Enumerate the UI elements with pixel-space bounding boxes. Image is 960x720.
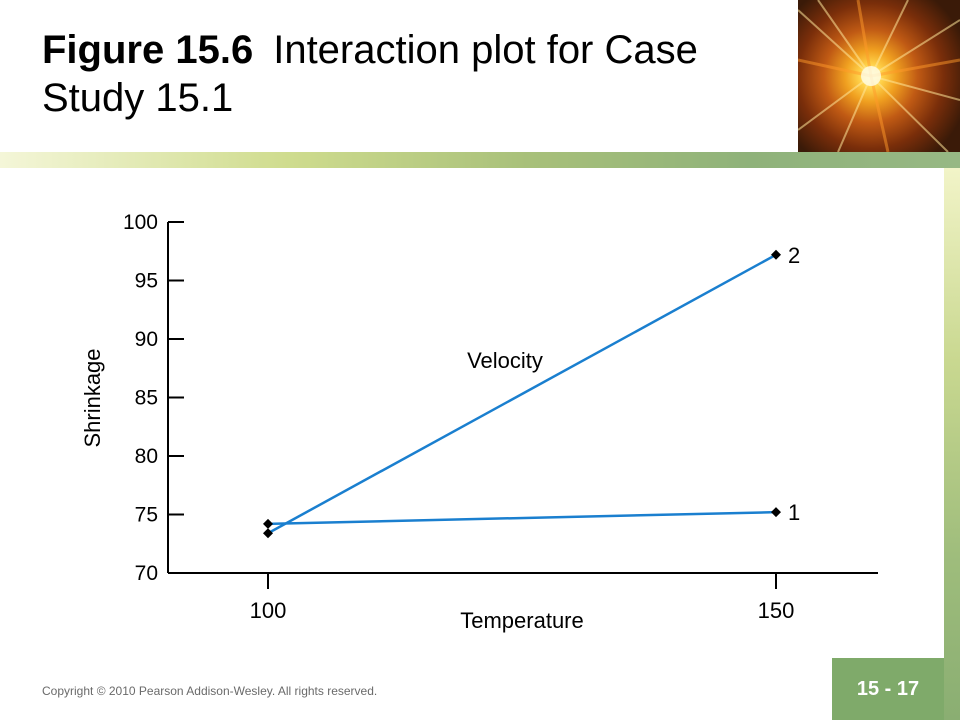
figure-number: Figure 15.6 — [42, 28, 254, 72]
y-axis: 70 75 80 85 90 95 100 — [123, 211, 184, 585]
x-tick-label: 100 — [250, 598, 287, 623]
copyright-notice: Copyright © 2010 Pearson Addison-Wesley.… — [42, 684, 378, 698]
y-tick-label: 90 — [135, 328, 158, 351]
legend-title: Velocity — [467, 348, 543, 373]
data-point-2 — [771, 249, 781, 260]
header-divider-band — [0, 152, 960, 168]
x-axis-label: Temperature — [460, 608, 584, 633]
series-line-2 — [267, 253, 777, 535]
y-tick-label: 85 — [135, 387, 158, 410]
data-point-1 — [263, 518, 273, 529]
series-label-1: 1 — [788, 500, 800, 525]
series-line-1 — [267, 510, 777, 526]
decorative-corner-image — [798, 0, 960, 152]
light-burst-graphic — [798, 0, 960, 152]
series-lines: 12 — [263, 243, 800, 539]
y-tick-label: 70 — [135, 562, 158, 585]
slide-title: Figure 15.6 Interaction plot for Case Stu… — [42, 26, 782, 122]
x-axis: 100 150 — [168, 572, 878, 623]
right-decorative-bar — [944, 168, 960, 720]
data-point-2 — [263, 528, 273, 539]
y-axis-label: Shrinkage — [80, 348, 105, 447]
y-tick-label: 80 — [135, 445, 158, 468]
y-tick-label: 75 — [135, 504, 158, 527]
y-tick-label: 95 — [135, 270, 158, 293]
x-tick-label: 150 — [758, 598, 795, 623]
series-label-2: 2 — [788, 243, 800, 268]
page-number: 15 - 17 — [856, 677, 920, 700]
y-tick-label: 100 — [123, 211, 158, 234]
data-point-1 — [771, 507, 781, 518]
page-number-badge: 15 - 17 — [832, 658, 944, 720]
figure-caption: Interaction plot for Case Study 15.1 — [42, 28, 698, 120]
